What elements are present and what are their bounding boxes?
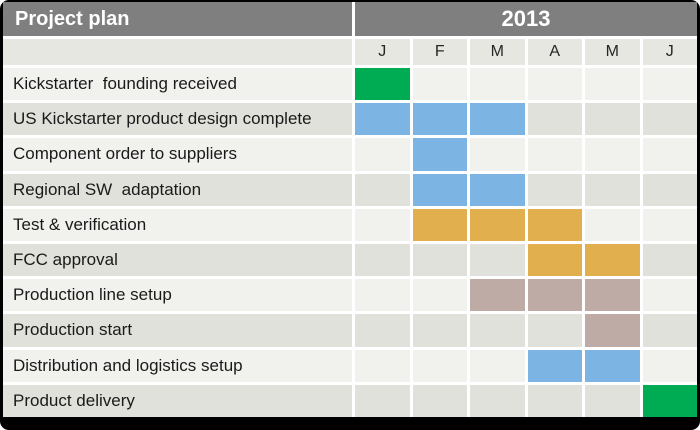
task-label: Component order to suppliers — [3, 138, 352, 171]
gantt-empty-cell — [642, 173, 697, 206]
gantt-empty-cell — [355, 384, 410, 417]
gantt-empty-cell — [355, 349, 410, 382]
gantt-bar-cell-blue — [412, 173, 467, 206]
year-header: 2013 — [355, 2, 697, 36]
gantt-empty-cell — [642, 349, 697, 382]
gantt-bar-cell-blue — [412, 103, 467, 136]
gantt-empty-cell — [585, 173, 640, 206]
gantt-empty-cell — [642, 314, 697, 347]
gantt-empty-cell — [412, 279, 467, 312]
gantt-bar-cell-green — [355, 68, 410, 101]
gantt-empty-cell — [470, 314, 525, 347]
month-header-5: M — [585, 39, 640, 65]
gantt-bar-cell-orange — [527, 244, 582, 277]
gantt-bar-cell-mauve — [470, 279, 525, 312]
gantt-empty-cell — [355, 138, 410, 171]
task-label: Production start — [3, 314, 352, 347]
gantt-empty-cell — [585, 103, 640, 136]
gantt-empty-cell — [527, 103, 582, 136]
gantt-grid: Project plan 2013 J F M A M J Kickstarter foun… — [3, 2, 697, 417]
gantt-empty-cell — [585, 138, 640, 171]
gantt-bar-cell-mauve — [585, 314, 640, 347]
gantt-empty-cell — [642, 103, 697, 136]
gantt-empty-cell — [527, 138, 582, 171]
gantt-empty-cell — [642, 138, 697, 171]
gantt-empty-cell — [355, 208, 410, 241]
gantt-bar-cell-blue — [355, 103, 410, 136]
gantt-empty-cell — [585, 384, 640, 417]
task-label: US Kickstarter product design complete — [3, 103, 352, 136]
gantt-empty-cell — [470, 244, 525, 277]
task-label: Test & verification — [3, 208, 352, 241]
task-label: Kickstarter founding received — [3, 68, 352, 101]
gantt-empty-cell — [412, 384, 467, 417]
gantt-empty-cell — [412, 244, 467, 277]
gantt-empty-cell — [355, 314, 410, 347]
month-header-1: J — [355, 39, 410, 65]
gantt-bar-cell-orange — [412, 208, 467, 241]
gantt-bar-cell-mauve — [527, 279, 582, 312]
gantt-bar-cell-green — [642, 384, 697, 417]
gantt-bar-cell-blue — [585, 349, 640, 382]
gantt-bar-cell-blue — [412, 138, 467, 171]
month-header-2: F — [412, 39, 467, 65]
gantt-empty-cell — [355, 244, 410, 277]
gantt-empty-cell — [642, 279, 697, 312]
month-header-4: A — [527, 39, 582, 65]
task-label: Production line setup — [3, 279, 352, 312]
table-title: Project plan — [3, 2, 352, 36]
month-header-6: J — [642, 39, 697, 65]
gantt-empty-cell — [527, 314, 582, 347]
gantt-empty-cell — [527, 384, 582, 417]
gantt-empty-cell — [470, 138, 525, 171]
gantt-empty-cell — [470, 68, 525, 101]
gantt-bar-cell-orange — [470, 208, 525, 241]
gantt-empty-cell — [355, 279, 410, 312]
gantt-bar-cell-orange — [585, 244, 640, 277]
gantt-empty-cell — [527, 173, 582, 206]
gantt-empty-cell — [585, 208, 640, 241]
gantt-bar-cell-blue — [527, 349, 582, 382]
gantt-bar-cell-orange — [527, 208, 582, 241]
gantt-empty-cell — [412, 68, 467, 101]
month-header-3: M — [470, 39, 525, 65]
task-label: FCC approval — [3, 244, 352, 277]
gantt-empty-cell — [412, 349, 467, 382]
gantt-bar-cell-blue — [470, 173, 525, 206]
gantt-empty-cell — [642, 68, 697, 101]
month-row-spacer — [3, 39, 352, 65]
gantt-bar-cell-blue — [470, 103, 525, 136]
task-label: Distribution and logistics setup — [3, 349, 352, 382]
task-label: Regional SW adaptation — [3, 173, 352, 206]
gantt-empty-cell — [470, 384, 525, 417]
gantt-empty-cell — [642, 208, 697, 241]
gantt-empty-cell — [585, 68, 640, 101]
gantt-empty-cell — [412, 314, 467, 347]
gantt-bar-cell-mauve — [585, 279, 640, 312]
gantt-empty-cell — [527, 68, 582, 101]
gantt-empty-cell — [470, 349, 525, 382]
task-label: Product delivery — [3, 384, 352, 417]
gantt-empty-cell — [355, 173, 410, 206]
gantt-empty-cell — [642, 244, 697, 277]
